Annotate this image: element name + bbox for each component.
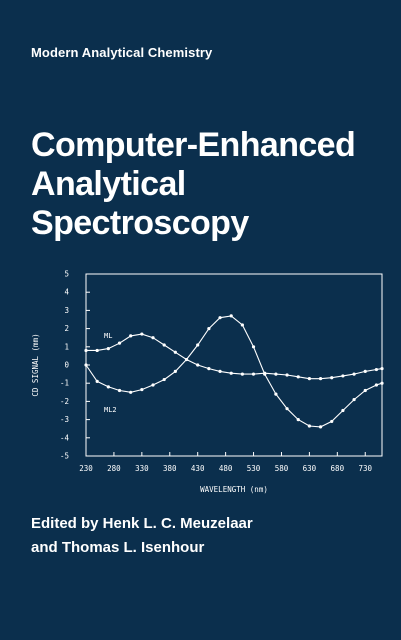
data-point-series-1 [240,372,244,376]
data-point-series-1 [251,372,256,376]
data-point-series-2 [196,343,200,347]
data-point-series-1 [229,371,233,375]
y-tick-label: -1 [60,379,69,388]
title-line-2: Analytical [31,165,186,203]
data-point-series-1 [106,347,110,351]
editor-line-1: Edited by Henk L. C. Meuzelaar [31,515,253,532]
data-point-series-2 [341,408,345,413]
data-point-series-1 [151,336,155,340]
data-point-series-2 [218,316,222,320]
data-point-series-1 [117,341,122,345]
data-point-series-1 [196,363,200,367]
data-point-series-1 [95,348,99,353]
data-point-series-2 [318,425,323,429]
title-line-3: Spectroscopy [31,204,249,242]
data-point-series-2 [162,377,166,382]
data-point-series-1 [173,350,177,354]
title-line-1: Computer-Enhanced [31,126,356,164]
editor-line-2: and Thomas L. Isenhour [31,539,205,556]
plot-frame [85,273,383,457]
data-point-series-1 [374,367,379,372]
y-tick-label: 2 [64,324,69,333]
x-tick-label: 430 [191,464,205,473]
data-point-series-2 [307,424,311,428]
x-tick-label: 230 [79,464,93,473]
data-point-series-1 [129,334,133,338]
data-point-series-2 [330,419,334,424]
data-point-series-2 [240,323,244,327]
x-tick-label: 530 [247,464,261,473]
data-point-series-2 [363,388,367,393]
x-tick-label: 580 [275,464,289,473]
data-point-series-2 [207,327,211,331]
data-point-series-1 [162,343,166,347]
series-label-ml2: ML2 [104,406,117,414]
series-label: Modern Analytical Chemistry [31,45,213,60]
data-point-series-1 [363,369,367,373]
data-point-series-2 [229,314,233,318]
data-point-series-2 [285,407,289,411]
y-tick-label: 4 [64,288,69,297]
x-tick-label: 380 [163,464,177,473]
data-point-series-2 [184,357,189,362]
data-point-series-2 [117,388,122,393]
series-label-ml: ML [104,332,112,340]
cd-spectrum-chart: 5 4 3 2 1 0 -1 -2 -3 -4 -5 230 280 330 380 430 480 530 58… [31,270,384,494]
editors: Edited by Henk L. C. Meuzelaar and Thoma… [31,512,253,560]
data-point-series-1 [285,373,289,377]
data-point-series-1 [296,375,300,379]
data-point-series-2 [95,379,99,383]
data-point-series-1 [318,377,323,381]
data-point-series-2 [296,418,300,422]
y-tick-label: 3 [64,306,69,315]
x-tick-label: 630 [303,464,317,473]
data-point-series-1 [352,372,356,376]
data-point-series-2 [374,383,379,387]
y-tick-label: -5 [60,452,69,461]
data-point-series-2 [140,387,144,392]
data-point-series-1 [341,374,345,378]
data-point-series-1 [218,369,222,373]
data-point-series-2 [173,369,177,373]
data-point-series-2 [380,381,384,385]
y-tick-label: 1 [64,342,69,351]
data-point-series-2 [263,372,267,376]
y-tick-label: 5 [64,270,69,279]
book-title: Computer-Enhanced Analytical Spectroscop… [31,126,356,243]
y-axis-label: CD SIGNAL (mm) [31,333,40,396]
data-point-series-1 [207,367,211,371]
data-point-series-1 [140,332,144,336]
data-point-series-2 [129,390,133,394]
data-point-series-2 [274,392,278,396]
y-tick-label: 0 [64,361,69,370]
x-tick-label: 330 [135,464,149,473]
y-tick-label: -2 [60,397,69,406]
data-point-series-2 [84,363,88,367]
data-point-series-2 [251,345,256,349]
data-point-series-2 [352,397,356,402]
x-axis-label: WAVELENGTH (nm) [200,485,268,494]
series-line-2 [85,315,383,428]
y-tick-label: -4 [60,433,70,442]
x-tick-label: 680 [331,464,345,473]
data-point-series-2 [106,385,110,389]
x-tick-label: 730 [358,464,372,473]
data-point-series-1 [274,372,278,376]
data-point-series-1 [380,367,384,371]
x-tick-label: 480 [219,464,233,473]
data-point-series-2 [151,383,155,387]
x-tick-label: 280 [107,464,121,473]
data-point-series-1 [330,376,334,380]
y-tick-label: -3 [60,415,69,424]
data-point-series-1 [84,348,88,353]
data-point-series-1 [307,377,311,381]
series-line-1 [86,333,383,380]
